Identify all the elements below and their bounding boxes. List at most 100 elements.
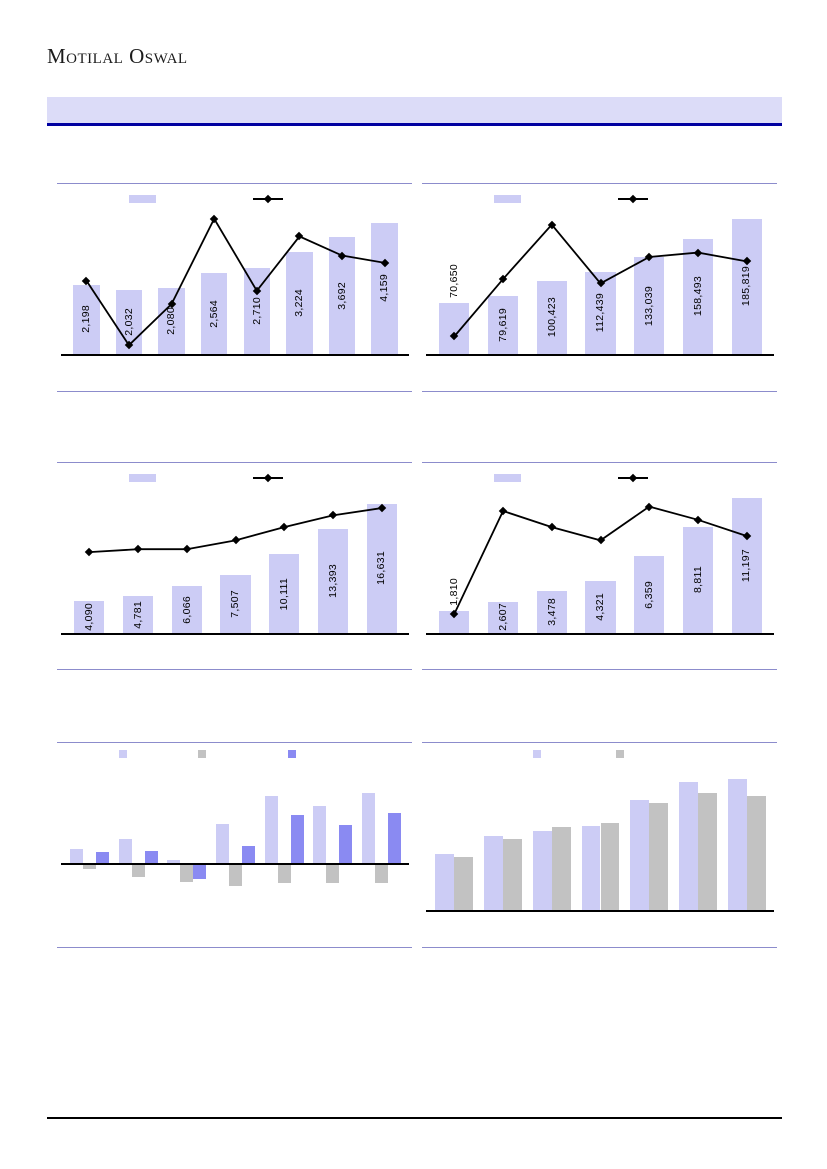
- value-bar: [454, 857, 474, 911]
- diamond-marker-icon: [263, 473, 273, 483]
- value-bar: 3,478: [536, 591, 567, 633]
- value-bar: 185,819: [731, 218, 762, 354]
- bar-slot: 3,224: [278, 207, 321, 354]
- trend-line: [65, 486, 406, 633]
- value-bar: [362, 793, 376, 864]
- trend-line: [65, 207, 406, 354]
- value-bar: 6,066: [171, 585, 202, 633]
- value-bar: 11,197: [731, 498, 762, 633]
- plot-area: [426, 769, 774, 912]
- bar-slot: 6,066: [162, 486, 211, 633]
- value-bar: [180, 863, 194, 882]
- legend-light-bar-swatch: [119, 750, 127, 758]
- bar-slot: 2,080: [150, 207, 193, 354]
- bar-slot: 4,321: [576, 486, 625, 633]
- diamond-marker-icon: [628, 473, 638, 483]
- legend-line-swatch: [253, 473, 283, 483]
- chart-legend: [422, 194, 777, 204]
- value-bar: [277, 863, 291, 883]
- value-bar: [193, 863, 207, 879]
- x-axis-line: [61, 862, 409, 865]
- plot-area: 70,650 79,619 100,423 112,439 133,039 158,493…: [426, 207, 774, 356]
- value-bar: [339, 824, 353, 864]
- value-bar: [727, 778, 747, 911]
- value-bar: [678, 781, 698, 911]
- bar-slot: 2,564: [193, 207, 236, 354]
- value-bar: [290, 814, 304, 864]
- value-bar: [131, 863, 145, 877]
- legend-bar-swatch: [494, 474, 521, 482]
- chart-legend: [422, 750, 777, 759]
- value-bar: 6,359: [634, 556, 665, 633]
- chart-top-left: 2,198 2,032 2,080 2,564 2,710 3,224 3,692 4,159: [57, 183, 412, 392]
- value-bar: [69, 849, 83, 864]
- value-bar: [264, 796, 278, 864]
- value-bar: [697, 793, 717, 911]
- legend-light-bar-swatch: [533, 750, 541, 758]
- value-bar: 2,564: [200, 272, 228, 354]
- value-bar: [532, 831, 552, 911]
- chart-top-right: 70,650 79,619 100,423 112,439 133,039 158,493…: [422, 183, 777, 392]
- value-bar: [388, 813, 402, 864]
- bar-slot: 3,478: [527, 486, 576, 633]
- value-bar: 158,493: [682, 238, 714, 354]
- value-bar: [600, 822, 620, 911]
- value-bar: [216, 823, 229, 864]
- bar-slot: 4,781: [114, 486, 163, 633]
- bar-slot: 8,811: [674, 486, 723, 633]
- bar-slot: 4,090: [65, 486, 114, 633]
- chart-legend: [57, 194, 412, 204]
- bar-slot: 2,710: [236, 207, 279, 354]
- value-bar: [375, 863, 389, 883]
- bar-slot: 1,810: [430, 486, 479, 633]
- plot-area: [61, 766, 409, 888]
- value-bar: 4,781: [122, 595, 154, 633]
- bar-slot: 158,493: [674, 207, 723, 354]
- bar-slot: 2,198: [65, 207, 108, 354]
- legend-bar-swatch: [494, 195, 521, 203]
- value-bar: 2,607: [487, 601, 519, 633]
- value-bar: [649, 803, 669, 911]
- value-bar: [630, 800, 650, 911]
- value-bar: 79,619: [487, 296, 519, 354]
- bar-slot: 7,507: [211, 486, 260, 633]
- x-axis-line: [61, 354, 409, 356]
- value-bar: 8,811: [682, 526, 714, 633]
- trend-line: [430, 486, 771, 633]
- bar-slot: 16,631: [357, 486, 406, 633]
- chart-bottom-left: [57, 742, 412, 948]
- value-bar: [313, 806, 327, 864]
- x-axis-line: [61, 633, 409, 635]
- value-bar: 16,631: [366, 503, 397, 633]
- value-bar: [581, 825, 601, 911]
- value-bar: [435, 854, 455, 911]
- legend-gray-bar-swatch: [616, 750, 624, 758]
- value-bar: [144, 851, 158, 864]
- value-bar: 2,710: [243, 268, 271, 354]
- chart-bottom-right: [422, 742, 777, 948]
- value-bar: [241, 846, 255, 864]
- x-axis-line: [426, 633, 774, 635]
- legend-line-swatch: [618, 194, 648, 204]
- diamond-marker-icon: [263, 194, 273, 204]
- value-bar: [746, 795, 766, 911]
- value-bar: 1,810: [439, 578, 470, 633]
- value-bar: [95, 852, 109, 864]
- chart-legend: [57, 750, 412, 759]
- plot-area: 2,198 2,032 2,080 2,564 2,710 3,224 3,692 4,159: [61, 207, 409, 356]
- value-bar: [82, 863, 96, 869]
- bar-slot: 4,159: [363, 207, 406, 354]
- value-bar: 2,080: [158, 288, 185, 354]
- value-bar: [167, 860, 181, 864]
- value-bar: 4,090: [74, 601, 105, 633]
- value-bar: 4,159: [371, 222, 398, 354]
- bar-slot: 79,619: [479, 207, 528, 354]
- value-bar: 100,423: [536, 280, 567, 354]
- plot-area: 1,810 2,607 3,478 4,321 6,359 8,811 11,197: [426, 486, 774, 635]
- x-axis-line: [426, 354, 774, 356]
- bar-slot: 10,111: [260, 486, 309, 633]
- value-bar: 70,650: [439, 264, 470, 354]
- legend-gray-bar-swatch: [198, 750, 206, 758]
- bar-slot: 133,039: [625, 207, 674, 354]
- bar-slot: 70,650: [430, 207, 479, 354]
